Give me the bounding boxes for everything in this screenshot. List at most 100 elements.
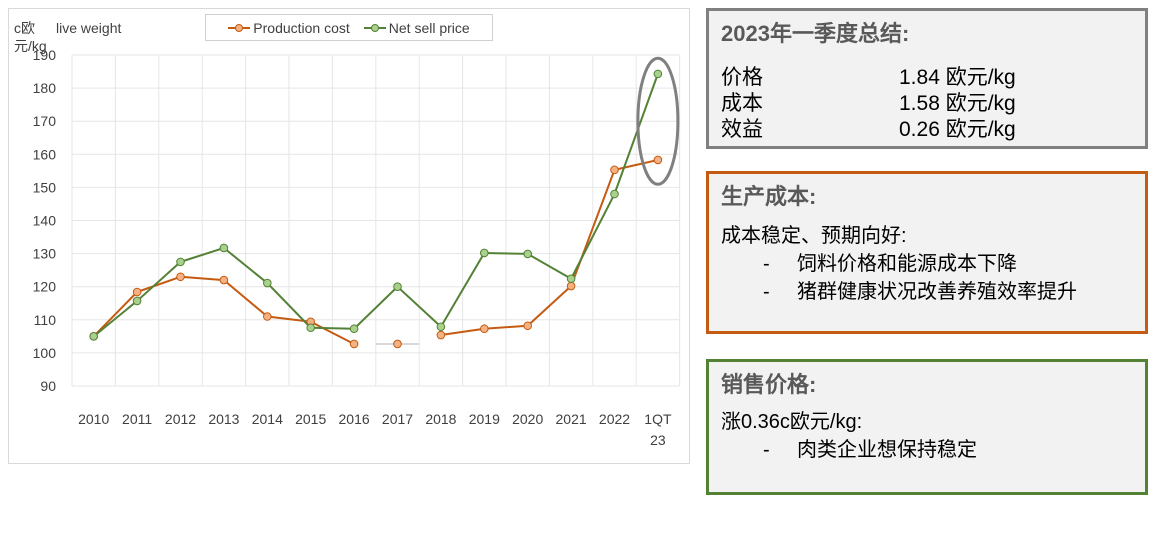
y-axis-unit: c欧 元/kg xyxy=(14,19,54,55)
chart-frame xyxy=(8,8,690,464)
price-intro: 涨0.36c欧元/kg: xyxy=(721,411,863,433)
series-line-segment xyxy=(570,193,616,280)
x-tick-label: 2015 xyxy=(295,411,326,427)
x-tick-label: 2011 xyxy=(122,411,152,427)
data-point xyxy=(176,257,185,267)
data-point xyxy=(480,248,489,258)
series-line-segment xyxy=(614,158,659,171)
x-tick-label: 2013 xyxy=(208,411,239,427)
data-point xyxy=(480,324,489,334)
data-point xyxy=(132,287,142,297)
y-axis-label: c欧 元/kg xyxy=(14,20,47,54)
data-point xyxy=(436,330,446,340)
price-title: 销售价格: xyxy=(721,372,817,397)
data-point xyxy=(566,281,576,291)
row-label: 成本 xyxy=(721,92,763,115)
highlight-ellipse xyxy=(636,56,680,186)
data-point xyxy=(349,339,359,349)
series-line-segment xyxy=(136,275,181,293)
summary-row: 价格 1.84 欧元/kg xyxy=(721,65,1133,91)
series-line-segment xyxy=(353,285,399,330)
bullet-text: 猪群健康状况改善养殖效率提升 xyxy=(797,281,1077,303)
data-point xyxy=(132,296,142,306)
x-tick-label: 2010 xyxy=(78,411,109,427)
y-tick-label: 190 xyxy=(33,47,57,63)
y-tick-label: 150 xyxy=(33,179,57,195)
legend-item-net-sell-price: Net sell price xyxy=(363,19,470,36)
data-point xyxy=(610,165,619,175)
x-tick-label: 2022 xyxy=(599,411,630,427)
data-point xyxy=(523,249,533,259)
series-line-segment xyxy=(440,252,486,328)
series-line-segment xyxy=(92,291,138,338)
row-label: 价格 xyxy=(721,66,763,89)
y-tick-label: 160 xyxy=(33,146,57,162)
cost-box: 生产成本: 成本稳定、预期向好: - 饲料价格和能源成本下降 - 猪群健康状况改善养… xyxy=(706,171,1148,334)
data-point xyxy=(436,322,446,332)
summary-row: 效益 0.26 欧元/kg xyxy=(721,117,1133,143)
data-point xyxy=(219,243,229,253)
legend-item-production-cost: Production cost xyxy=(228,20,350,36)
series-line-segment xyxy=(93,300,138,338)
data-point xyxy=(89,332,98,341)
data-point xyxy=(523,321,533,331)
x-tick-label: 2014 xyxy=(252,411,283,427)
series-line-segment xyxy=(310,320,355,345)
data-point xyxy=(219,275,229,285)
data-point xyxy=(393,282,402,292)
data-point xyxy=(653,69,663,79)
cost-title: 生产成本: xyxy=(721,184,817,209)
x-tick-label: 2017 xyxy=(382,411,413,427)
data-point xyxy=(263,312,272,321)
y-tick-label: 170 xyxy=(33,113,57,129)
series-line-segment xyxy=(484,251,528,255)
bullet-text: 饲料价格和能源成本下降 xyxy=(797,253,1017,275)
line-chart: 190 180 170 160 150 140 130 120 110 100 90 2010 2011… xyxy=(33,47,681,448)
x-tick-label: 2020 xyxy=(512,411,543,427)
series-line-segment xyxy=(484,324,528,330)
y-tick-label: 140 xyxy=(33,213,57,229)
bullet-dash: - xyxy=(763,439,770,461)
series-line-segment xyxy=(440,327,485,337)
chart-legend: Production cost Net sell price xyxy=(205,14,493,41)
x-tick-label: 2016 xyxy=(339,411,370,427)
data-point xyxy=(610,189,619,199)
cost-intro: 成本稳定、预期向好: xyxy=(721,225,907,247)
x-tick-label: 2021 xyxy=(556,411,587,427)
legend-label: Production cost xyxy=(253,19,350,36)
data-point xyxy=(263,278,272,288)
series-line-segment xyxy=(527,285,572,327)
x-tick-label: 1QT xyxy=(644,411,672,427)
series-line-segment xyxy=(180,247,225,263)
data-point xyxy=(306,323,316,333)
row-value: 1.58 欧元/kg xyxy=(899,92,1016,115)
y-tick-label: 120 xyxy=(33,279,57,295)
x-tick-label: 2012 xyxy=(165,411,196,427)
price-bullet: - 肉类企业想保持稳定 xyxy=(721,436,1133,464)
legend-marker-orange xyxy=(228,23,251,32)
series-line-segment xyxy=(266,282,312,329)
cost-bullet: - 猪群健康状况改善养殖效率提升 xyxy=(721,278,1133,306)
y-tick-label: 90 xyxy=(40,378,56,394)
data-point xyxy=(653,155,663,165)
series-line-segment xyxy=(136,261,182,302)
series-line-segment xyxy=(613,73,659,195)
y-tick-label: 110 xyxy=(34,312,57,328)
x-tick-label: 23 xyxy=(650,432,666,448)
summary-row: 成本 1.58 欧元/kg xyxy=(721,91,1133,117)
price-box: 销售价格: 涨0.36c欧元/kg: - 肉类企业想保持稳定 xyxy=(706,359,1148,495)
y-tick-label: 180 xyxy=(33,80,57,96)
summary-box: 2023年一季度总结: 价格 1.84 欧元/kg 成本 1.58 欧元/kg 效益… xyxy=(706,8,1148,149)
legend-marker-green xyxy=(363,23,386,32)
series-line-segment xyxy=(527,253,572,280)
summary-title: 2023年一季度总结: xyxy=(721,21,910,46)
bullet-text: 肉类企业想保持稳定 xyxy=(797,439,977,461)
legend-label: Net sell price xyxy=(388,19,470,36)
bullet-dash: - xyxy=(763,253,770,275)
data-point xyxy=(349,324,359,334)
bullet-dash: - xyxy=(763,281,770,303)
row-label: 效益 xyxy=(721,118,763,141)
data-point xyxy=(176,272,185,282)
series-line-segment xyxy=(223,247,268,284)
data-point xyxy=(393,339,402,349)
